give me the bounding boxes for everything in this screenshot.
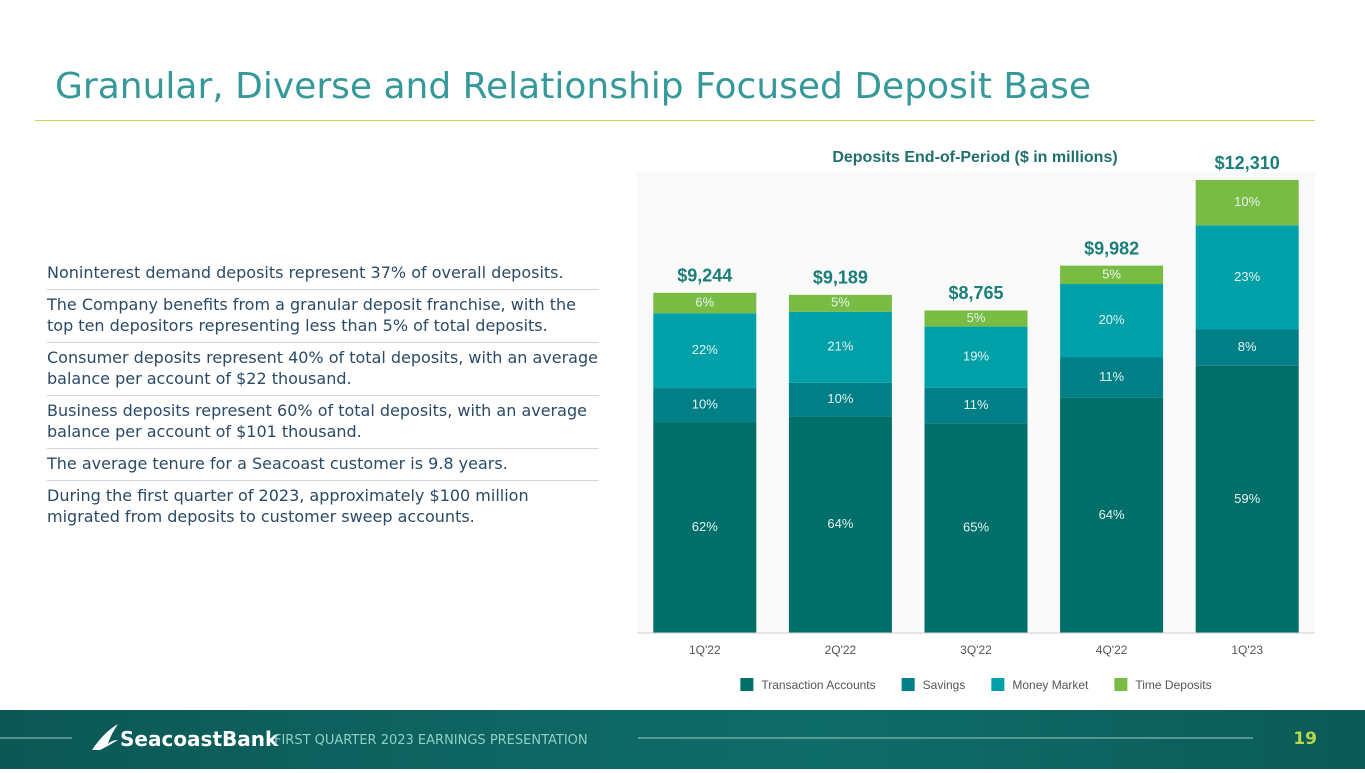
bullet: The Company benefits from a granular dep… xyxy=(47,290,599,343)
bar-segment xyxy=(653,292,757,314)
footer: SeacoastBank FIRST QUARTER 2023 EARNINGS… xyxy=(0,710,1365,769)
bar-segment xyxy=(924,423,1028,633)
bar-segment xyxy=(924,326,1028,388)
total-label: $9,244 xyxy=(677,266,732,286)
bullet: Noninterest demand deposits represent 37… xyxy=(47,258,599,290)
x-tick-label: 1Q'22 xyxy=(689,643,721,657)
data-label: 5% xyxy=(967,310,986,325)
data-label: 10% xyxy=(1234,194,1260,209)
data-label: 19% xyxy=(963,349,989,364)
legend-label: Savings xyxy=(923,678,966,692)
x-tick-label: 3Q'22 xyxy=(960,643,992,657)
legend-label: Money Market xyxy=(1012,678,1089,692)
legend-swatch xyxy=(901,678,915,691)
data-label: 10% xyxy=(692,397,718,412)
bullet: During the first quarter of 2023, approx… xyxy=(47,486,529,526)
x-tick-label: 4Q'22 xyxy=(1096,643,1128,657)
bullet-list: Noninterest demand deposits represent 37… xyxy=(47,258,599,533)
data-label: 64% xyxy=(1099,507,1125,522)
bar-segment xyxy=(653,313,757,389)
bar-segment xyxy=(653,422,757,633)
data-label: 10% xyxy=(827,391,853,406)
bullet: Consumer deposits represent 40% of total… xyxy=(47,343,599,396)
bar-segment xyxy=(924,310,1028,327)
bar-segment xyxy=(788,416,892,633)
data-label: 11% xyxy=(963,397,988,412)
bullet: The average tenure for a Seacoast custom… xyxy=(47,449,599,481)
total-label: $8,765 xyxy=(948,283,1003,303)
data-label: 11% xyxy=(1099,369,1124,384)
bar-segment xyxy=(1195,365,1299,633)
logo-icon xyxy=(92,724,118,750)
page-number: 19 xyxy=(1293,729,1317,749)
logo-text: SeacoastBank xyxy=(120,727,279,751)
total-label: $9,982 xyxy=(1084,238,1139,258)
bar-segment xyxy=(1195,329,1299,366)
data-label: 5% xyxy=(1102,266,1121,281)
data-label: 21% xyxy=(827,339,853,354)
legend-label: Time Deposits xyxy=(1135,678,1211,692)
bar-segment xyxy=(1060,397,1164,633)
bar-segment xyxy=(788,382,892,417)
bar-segment xyxy=(1060,265,1164,285)
total-label: $9,189 xyxy=(813,268,868,288)
data-label: 22% xyxy=(692,342,718,357)
data-label: 64% xyxy=(827,516,853,531)
footer-text: FIRST QUARTER 2023 EARNINGS PRESENTATION xyxy=(274,733,588,748)
legend-swatch xyxy=(1114,678,1128,691)
title-rule xyxy=(35,120,1315,121)
slide-title: Granular, Diverse and Relationship Focus… xyxy=(55,66,1092,107)
bullet: Business deposits represent 60% of total… xyxy=(47,396,599,449)
x-tick-label: 1Q'23 xyxy=(1231,643,1263,657)
legend-swatch xyxy=(991,678,1005,691)
data-label: 23% xyxy=(1234,269,1260,284)
bar-segment xyxy=(1195,225,1299,330)
chart-title: Deposits End-of-Period ($ in millions) xyxy=(832,149,1117,166)
data-label: 59% xyxy=(1234,491,1260,506)
bar-segment xyxy=(1060,284,1164,358)
data-label: 62% xyxy=(692,519,718,534)
chart: Deposits End-of-Period ($ in millions) 62… xyxy=(637,149,1315,692)
bar-segment xyxy=(788,294,892,312)
data-label: 20% xyxy=(1099,312,1125,327)
data-label: 5% xyxy=(831,295,850,310)
data-label: 65% xyxy=(963,520,989,535)
bar-segment xyxy=(653,388,757,423)
bar-segment xyxy=(1195,180,1299,226)
legend-label: Transaction Accounts xyxy=(761,678,875,692)
x-tick-label: 2Q'22 xyxy=(825,643,857,657)
legend-swatch xyxy=(740,678,754,691)
footer-graphics: SeacoastBank FIRST QUARTER 2023 EARNINGS… xyxy=(0,724,1317,751)
data-label: 6% xyxy=(695,294,714,309)
data-label: 8% xyxy=(1238,339,1257,354)
bar-segment xyxy=(924,387,1028,424)
total-label: $12,310 xyxy=(1215,153,1280,173)
bar-segment xyxy=(1060,357,1164,398)
bar-segment xyxy=(788,311,892,383)
